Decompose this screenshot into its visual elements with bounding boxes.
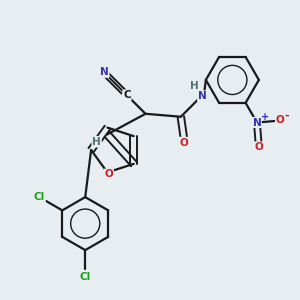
Text: N: N <box>253 118 261 128</box>
Text: H: H <box>92 137 101 147</box>
Text: O: O <box>254 142 263 152</box>
Text: O: O <box>275 116 284 125</box>
Text: H: H <box>190 81 199 91</box>
Text: N: N <box>198 91 207 101</box>
Text: +: + <box>261 112 269 122</box>
Text: -: - <box>285 111 289 121</box>
Text: Cl: Cl <box>80 272 91 282</box>
Text: C: C <box>123 90 131 100</box>
Text: O: O <box>179 138 188 148</box>
Text: O: O <box>104 169 113 179</box>
Text: N: N <box>100 67 109 77</box>
Text: Cl: Cl <box>34 192 45 202</box>
